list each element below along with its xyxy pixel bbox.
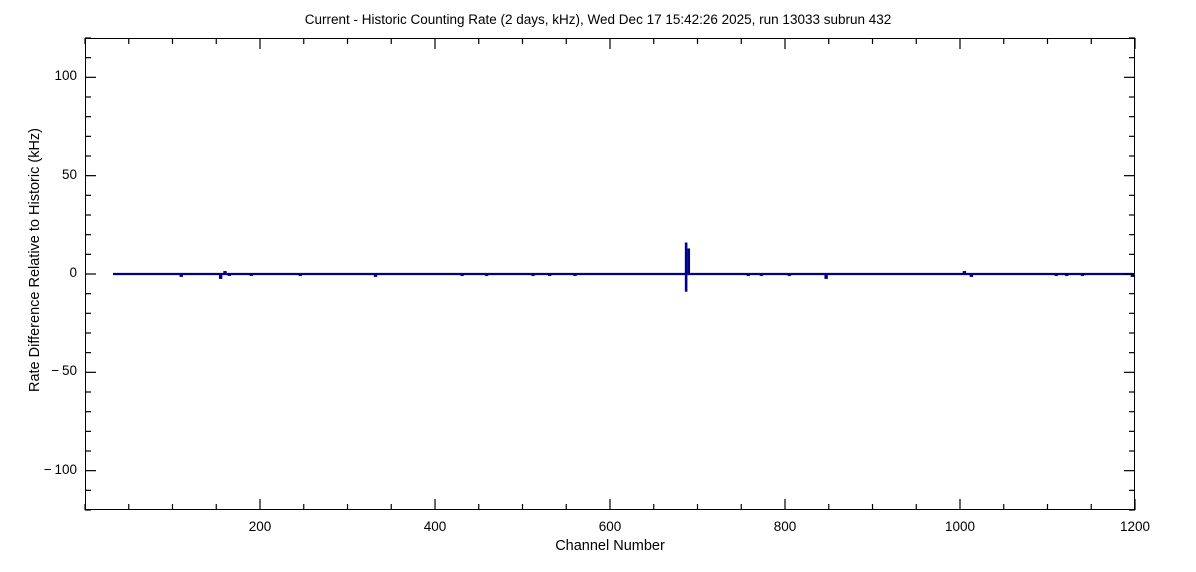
y-tick-label: 0 — [69, 265, 77, 280]
y-tick-label: − 100 — [43, 461, 77, 477]
x-tick-label: 400 — [423, 519, 447, 534]
page-title: Current - Historic Counting Rate (2 days… — [304, 12, 892, 27]
rate-difference-series — [113, 242, 1135, 292]
x-tick-label: 1000 — [944, 519, 976, 534]
x-tick-label: 600 — [598, 519, 622, 534]
data-canvas — [113, 242, 1135, 292]
x-tick-label: 800 — [773, 519, 797, 534]
y-tick-label: − 50 — [51, 363, 77, 379]
y-tick-label: 50 — [61, 166, 77, 182]
x-axis-title: Channel Number — [555, 538, 665, 554]
y-axis-title: Rate Difference Relative to Historic (kH… — [27, 127, 43, 393]
x-tick-label: 200 — [248, 519, 272, 534]
x-tick-label: 1200 — [1119, 519, 1151, 534]
y-tick-label: 100 — [54, 68, 77, 84]
